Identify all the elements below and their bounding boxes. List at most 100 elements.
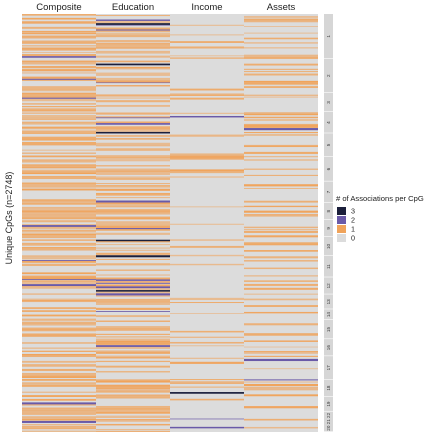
heatmap-cell <box>244 293 318 295</box>
heatmap-column-income <box>170 14 244 432</box>
heatmap-cell <box>170 302 244 304</box>
chromosome-segment <box>324 379 333 397</box>
heatmap-cell <box>22 94 96 97</box>
heatmap-cell <box>96 60 170 63</box>
heatmap-cell <box>96 311 170 312</box>
heatmap-cell <box>170 223 244 225</box>
column-label-education: Education <box>112 2 154 13</box>
heatmap-cell <box>96 100 170 103</box>
heatmap-cell <box>22 430 96 432</box>
heatmap-cell <box>22 54 96 56</box>
heatmap-cell <box>96 288 170 291</box>
heatmap-cell <box>96 415 170 418</box>
heatmap-cell <box>22 55 96 57</box>
heatmap-cell <box>22 353 96 356</box>
heatmap-cell <box>244 287 318 290</box>
heatmap-cell <box>22 418 96 421</box>
heatmap-cell <box>96 229 170 231</box>
heatmap-cell <box>170 336 244 338</box>
heatmap-cell <box>22 407 96 409</box>
heatmap-cell <box>96 379 170 381</box>
heatmap-cell <box>96 66 170 69</box>
heatmap-cell <box>22 328 96 331</box>
heatmap-cell <box>22 242 96 245</box>
heatmap-cell <box>22 247 96 249</box>
heatmap-cell <box>22 378 96 381</box>
heatmap-cell <box>96 405 170 408</box>
heatmap-cell <box>22 52 96 53</box>
heatmap-cell <box>22 36 96 39</box>
heatmap-cell <box>96 40 170 42</box>
heatmap-cell <box>244 126 318 128</box>
heatmap-cell <box>244 250 318 252</box>
heatmap-cell <box>244 388 318 391</box>
heatmap-cell <box>96 423 170 426</box>
heatmap-cell <box>22 410 96 413</box>
heatmap-cell <box>22 208 96 211</box>
heatmap-cell <box>244 210 318 213</box>
heatmap-cell <box>244 123 318 125</box>
heatmap-cell <box>22 287 96 289</box>
heatmap-cell <box>244 68 318 70</box>
heatmap-cell <box>244 355 318 357</box>
heatmap-cell <box>96 429 170 431</box>
heatmap-cell <box>244 351 318 353</box>
chromosome-label: 2 <box>326 74 331 77</box>
heatmap-cell <box>22 230 96 233</box>
chromosome-segment <box>324 411 333 432</box>
heatmap-cell <box>96 380 170 383</box>
legend-label-0: 0 <box>351 234 355 243</box>
chromosome-label: 12 <box>326 283 331 289</box>
heatmap-cell <box>96 192 170 195</box>
heatmap-cell <box>96 396 170 399</box>
heatmap-cell <box>22 235 96 237</box>
heatmap-cell <box>96 173 170 175</box>
heatmap-cell <box>22 21 96 24</box>
heatmap-cell <box>22 86 96 89</box>
heatmap-cell <box>22 108 96 110</box>
heatmap-cell <box>170 34 244 36</box>
heatmap-cell <box>96 336 170 338</box>
heatmap-cell <box>244 200 318 203</box>
chromosome-label: 4 <box>326 121 331 124</box>
heatmap-cell <box>244 214 318 217</box>
heatmap-cell <box>244 82 318 84</box>
legend-swatch-3 <box>337 207 346 215</box>
chromosome-label: 20 21 22 <box>326 412 331 430</box>
heatmap-cell <box>22 244 96 246</box>
chromosome-label: 14 <box>326 312 331 318</box>
heatmap-cell <box>170 57 244 59</box>
heatmap-cell <box>170 46 244 49</box>
chromosome-segment <box>324 356 333 379</box>
heatmap-cell <box>170 176 244 178</box>
heatmap-cell <box>96 226 170 229</box>
chromosome-segment <box>324 181 333 203</box>
heatmap-cell <box>96 74 170 75</box>
heatmap-cell <box>96 302 170 304</box>
heatmap-cell <box>22 79 96 81</box>
heatmap-cell <box>170 382 244 384</box>
heatmap-cell <box>22 384 96 385</box>
heatmap-cell <box>96 420 170 422</box>
heatmap-cell <box>96 254 170 256</box>
chromosome-label: 19 <box>326 401 331 407</box>
heatmap-cell <box>170 206 244 208</box>
heatmap-cell <box>96 202 170 205</box>
heatmap-cell <box>96 46 170 49</box>
heatmap-cell <box>170 398 244 401</box>
heatmap-cell <box>96 284 170 287</box>
heatmap-cell <box>244 346 318 348</box>
chromosome-label: 8 <box>326 210 331 213</box>
heatmap-cell <box>96 239 170 242</box>
heatmap-cell <box>22 186 96 188</box>
heatmap-cell <box>244 229 318 231</box>
legend-swatch-1 <box>337 225 346 233</box>
heatmap-cell <box>96 344 170 346</box>
heatmap-cell <box>96 116 170 118</box>
heatmap-cell <box>22 260 96 263</box>
chromosome-label: 18 <box>326 385 331 391</box>
heatmap-cell <box>96 168 170 171</box>
heatmap-cell <box>22 86 96 87</box>
heatmap-cell <box>22 100 96 102</box>
heatmap-cell <box>244 205 318 208</box>
